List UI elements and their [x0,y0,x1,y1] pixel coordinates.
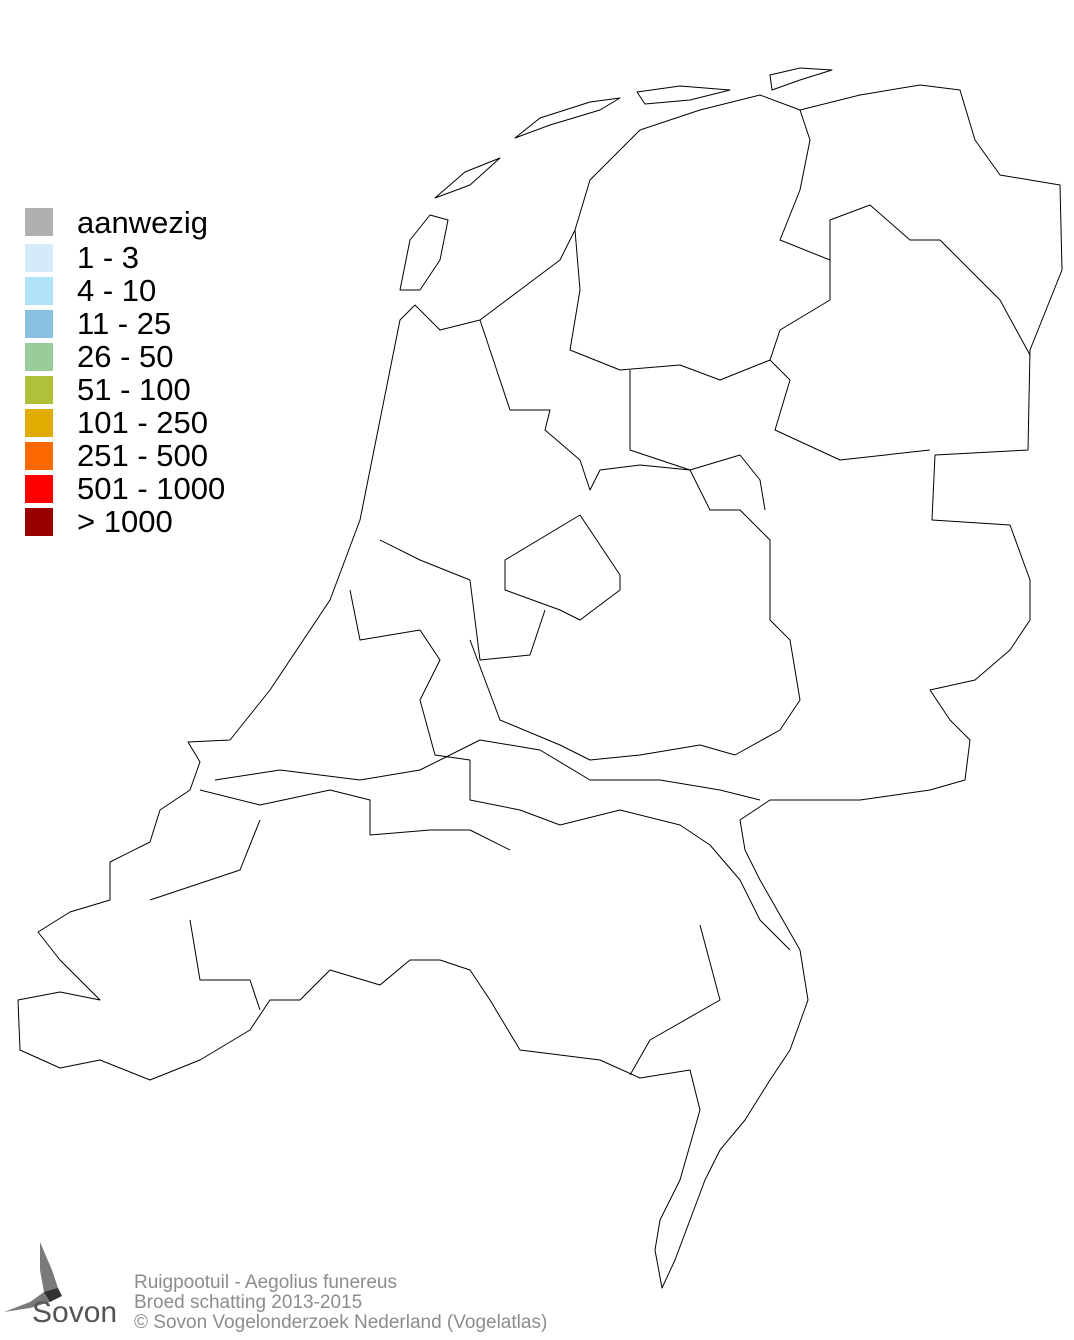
legend-swatch [25,243,53,272]
legend-item: 51 - 100 [25,373,225,406]
legend-swatch [25,375,53,404]
island-texel [399,214,449,291]
legend-label: > 1000 [77,504,173,539]
legend-swatch [25,441,53,470]
legend-swatch [25,408,53,437]
legend-swatch [25,309,53,338]
legend-label: aanwezig [77,204,208,240]
legend-label: 501 - 1000 [77,471,226,506]
sovon-bird-logo-icon [4,1242,62,1312]
legend-item: > 1000 [25,505,225,538]
period-text: Broed schatting 2013-2015 [134,1292,363,1313]
legend-label: 4 - 10 [77,273,157,308]
country-outline [17,84,1063,1289]
island-schiermonnikoog [769,67,833,91]
legend-label: 101 - 250 [77,405,208,440]
legend-swatch [25,276,53,305]
legend-swatch [25,474,53,503]
legend-label: 26 - 50 [77,339,174,374]
legend-item: 4 - 10 [25,274,225,307]
legend-item: 101 - 250 [25,406,225,439]
legend-item: 26 - 50 [25,340,225,373]
legend-swatch [25,208,53,236]
logo-text: Sovon [32,1296,118,1329]
map-caption: Ruigpootuil - Aegolius funereus Broed sc… [134,1273,547,1333]
border-lines [149,109,1031,1076]
legend-label: 251 - 500 [77,438,208,473]
legend-swatch [25,342,53,371]
legend-item: 251 - 500 [25,439,225,472]
legend-label: 1 - 3 [77,240,140,275]
copyright-text: © Sovon Vogelonderzoek Nederland (Vogela… [134,1312,548,1333]
legend-item: aanwezig [25,203,225,241]
island-terschelling [514,97,621,139]
legend-label: 51 - 100 [77,372,191,407]
legend-item: 501 - 1000 [25,472,225,505]
island-ameland [636,85,731,105]
legend-label: 11 - 25 [77,306,172,341]
legend-swatch [25,507,53,536]
legend: aanwezig 1 - 3 4 - 10 11 - 25 26 - 50 51… [25,203,225,538]
legend-item: 11 - 25 [25,307,225,340]
species-name: Ruigpootuil - Aegolius funereus [134,1272,398,1293]
legend-item: 1 - 3 [25,241,225,274]
island-vlieland [434,157,501,199]
